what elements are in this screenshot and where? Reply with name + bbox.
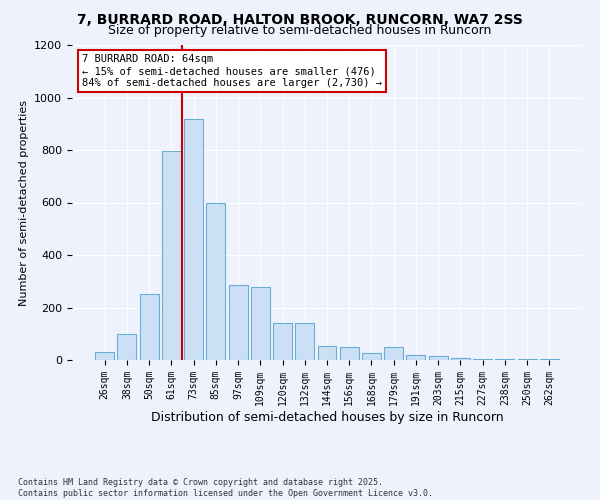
Bar bbox=[473, 359, 492, 360]
Bar bbox=[162, 152, 181, 360]
Bar bbox=[140, 294, 158, 360]
Bar bbox=[540, 359, 559, 360]
Bar bbox=[118, 334, 136, 360]
Bar bbox=[451, 358, 470, 360]
Text: Contains HM Land Registry data © Crown copyright and database right 2025.
Contai: Contains HM Land Registry data © Crown c… bbox=[18, 478, 433, 498]
Bar bbox=[295, 324, 314, 360]
Bar bbox=[184, 118, 203, 360]
Bar bbox=[317, 346, 337, 360]
Bar bbox=[229, 285, 248, 360]
Bar bbox=[496, 359, 514, 360]
Text: 7, BURRARD ROAD, HALTON BROOK, RUNCORN, WA7 2SS: 7, BURRARD ROAD, HALTON BROOK, RUNCORN, … bbox=[77, 12, 523, 26]
Bar bbox=[406, 355, 425, 360]
Bar bbox=[95, 352, 114, 360]
Y-axis label: Number of semi-detached properties: Number of semi-detached properties bbox=[19, 100, 29, 306]
Bar bbox=[273, 324, 292, 360]
Text: Size of property relative to semi-detached houses in Runcorn: Size of property relative to semi-detach… bbox=[109, 24, 491, 37]
Bar bbox=[429, 356, 448, 360]
X-axis label: Distribution of semi-detached houses by size in Runcorn: Distribution of semi-detached houses by … bbox=[151, 410, 503, 424]
Bar bbox=[384, 347, 403, 360]
Bar bbox=[251, 286, 270, 360]
Bar bbox=[206, 202, 225, 360]
Bar bbox=[362, 352, 381, 360]
Bar bbox=[340, 347, 359, 360]
Text: 7 BURRARD ROAD: 64sqm
← 15% of semi-detached houses are smaller (476)
84% of sem: 7 BURRARD ROAD: 64sqm ← 15% of semi-deta… bbox=[82, 54, 382, 88]
